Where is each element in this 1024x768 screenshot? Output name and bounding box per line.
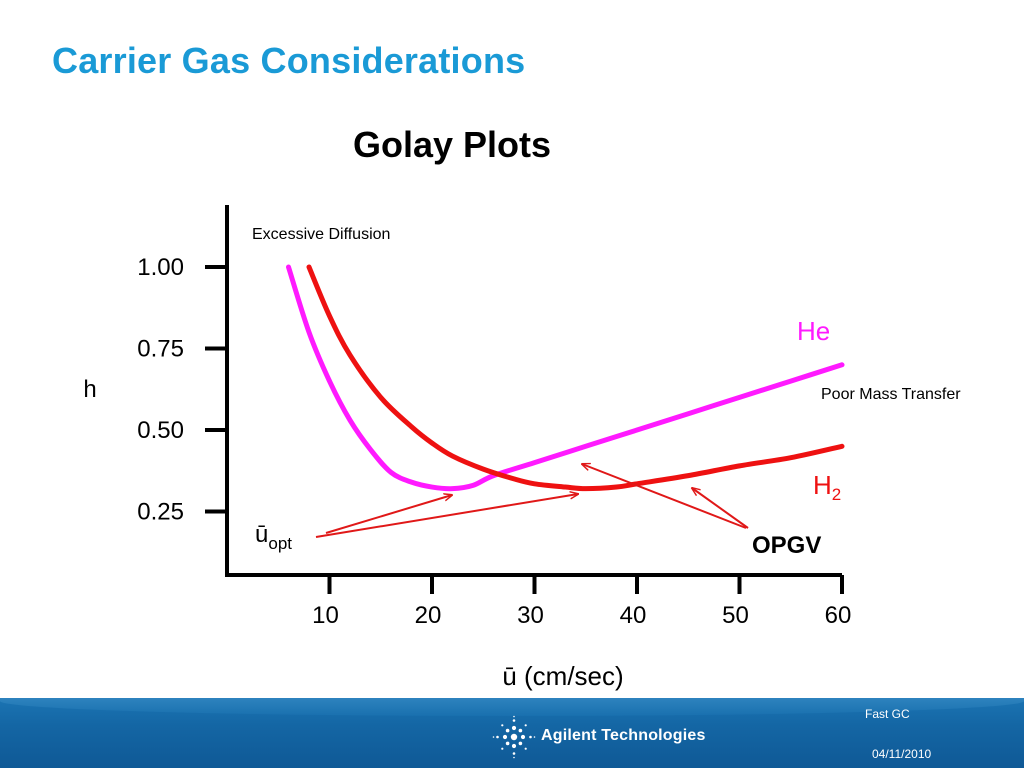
x-tick-label: 40 xyxy=(620,602,647,629)
footer-note: Fast GC xyxy=(865,707,910,721)
x-tick-label: 20 xyxy=(415,602,442,629)
company-logo-text: Agilent Technologies xyxy=(541,727,706,744)
series-line-h2 xyxy=(306,264,845,492)
series-label-he-text: He xyxy=(797,316,830,346)
x-tick-label: 60 xyxy=(825,602,852,629)
arrow-opgv-h2 xyxy=(692,488,749,529)
footer-bar xyxy=(0,698,1024,768)
arrow-uopt-he xyxy=(325,495,452,534)
y-tick-label: 0.50 xyxy=(137,417,184,444)
chart-title: Golay Plots xyxy=(353,124,551,165)
slide-title: Carrier Gas Considerations xyxy=(52,40,526,81)
y-axis-ticks: 0.25 0.50 0.75 1.00 xyxy=(137,254,227,526)
excessive-diffusion-label: Excessive Diffusion xyxy=(252,226,390,243)
arrow-uopt-h2 xyxy=(315,494,578,538)
u-opt-subscript: opt xyxy=(268,534,292,553)
y-axis-label: h xyxy=(83,376,96,403)
y-tick-label: 1.00 xyxy=(137,254,184,281)
x-axis-label: ū (cm/sec) xyxy=(502,661,623,691)
agilent-spark-logo-icon xyxy=(492,715,536,759)
series-label-he: He xyxy=(797,316,830,346)
u-opt-label: ūopt xyxy=(255,521,292,553)
x-tick-label: 30 xyxy=(517,602,544,629)
x-axis-ticks: 10 20 30 40 50 60 xyxy=(312,575,851,629)
u-opt-base: ū xyxy=(255,521,268,548)
arrow-opgv-he xyxy=(582,464,747,529)
series-label-h2-text: H xyxy=(813,470,832,500)
poor-mass-transfer-label: Poor Mass Transfer xyxy=(821,386,961,403)
series-label-h2: H2 xyxy=(813,470,841,504)
series-line-he xyxy=(286,264,845,492)
footer-highlight xyxy=(0,698,1024,716)
x-tick-label: 10 xyxy=(312,602,339,629)
y-tick-label: 0.75 xyxy=(137,336,184,363)
x-tick-label: 50 xyxy=(722,602,749,629)
footer-date: 04/11/2010 xyxy=(872,747,932,761)
series-label-h2-subscript: 2 xyxy=(832,485,841,504)
y-tick-label: 0.25 xyxy=(137,499,184,526)
golay-plot-chart: Golay Plots 0.25 0.50 0.75 1.00 10 20 30 40 50 6… xyxy=(83,124,961,691)
opgv-label: OPGV xyxy=(752,532,821,559)
series-layer xyxy=(286,264,845,492)
